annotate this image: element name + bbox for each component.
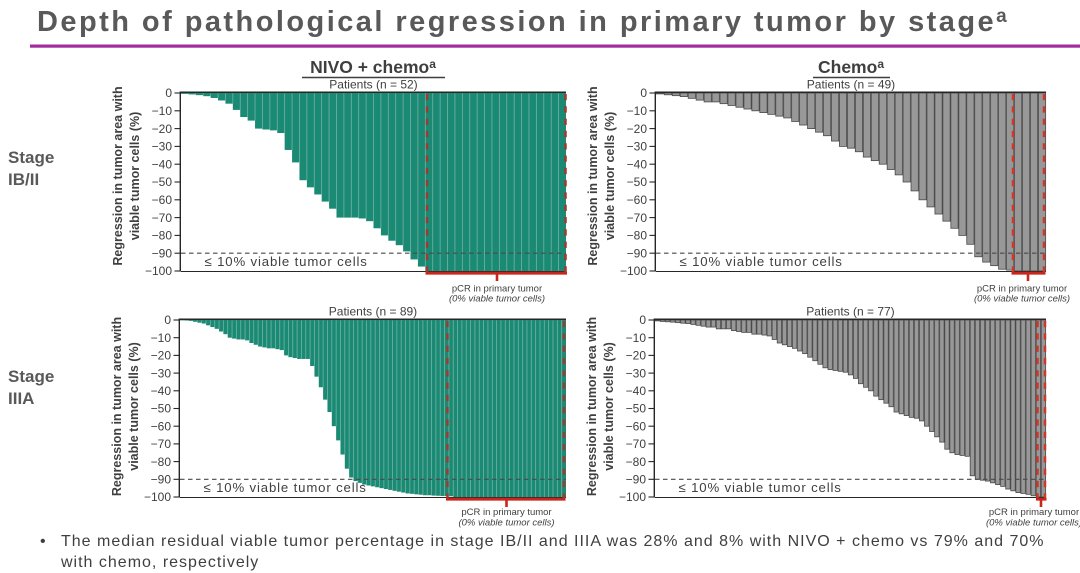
svg-text:Patients (n = 77): Patients (n = 77) <box>806 305 894 319</box>
svg-text:≤ 10% viable tumor cells: ≤ 10% viable tumor cells <box>205 254 368 269</box>
svg-text:−70: −70 <box>626 437 647 451</box>
svg-text:−70: −70 <box>627 211 648 225</box>
svg-text:−50: −50 <box>627 175 648 189</box>
svg-text:Regression in tumor area with: Regression in tumor area with <box>111 86 125 265</box>
svg-text:−90: −90 <box>627 246 648 260</box>
svg-text:0: 0 <box>640 86 647 100</box>
svg-text:Regression in tumor area with: Regression in tumor area with <box>585 317 599 496</box>
svg-text:Chemoa: Chemoa <box>818 57 884 77</box>
svg-text:−60: −60 <box>626 419 647 433</box>
svg-text:−20: −20 <box>152 122 173 136</box>
svg-text:−40: −40 <box>627 157 648 171</box>
svg-text:with chemo, respectively: with chemo, respectively <box>60 554 259 571</box>
svg-text:Patients (n = 49): Patients (n = 49) <box>807 78 895 92</box>
svg-text:viable tumor cells (%): viable tumor cells (%) <box>127 342 141 471</box>
svg-text:(0% viable tumor cells): (0% viable tumor cells) <box>974 294 1070 305</box>
svg-text:−20: −20 <box>151 349 172 363</box>
svg-text:−80: −80 <box>151 455 172 469</box>
svg-text:(0% viable tumor cells): (0% viable tumor cells) <box>458 518 554 529</box>
svg-text:viable tumor cells (%): viable tumor cells (%) <box>603 112 617 241</box>
svg-text:Patients (n = 89): Patients (n = 89) <box>329 305 417 319</box>
svg-text:−70: −70 <box>151 437 172 451</box>
svg-text:pCR in primary tumor: pCR in primary tumor <box>452 284 542 295</box>
svg-text:pCR in primary tumor: pCR in primary tumor <box>977 284 1067 295</box>
svg-text:0: 0 <box>164 313 171 327</box>
svg-text:−100: −100 <box>145 264 172 278</box>
svg-text:−10: −10 <box>152 104 173 118</box>
svg-text:The median residual viable tum: The median residual viable tumor percent… <box>61 533 1044 550</box>
svg-text:−10: −10 <box>151 331 172 345</box>
svg-text:NIVO + chemoa: NIVO + chemoa <box>310 57 436 77</box>
svg-text:−30: −30 <box>151 366 172 380</box>
svg-text:−40: −40 <box>151 384 172 398</box>
svg-text:Depth of pathological regressi: Depth of pathological regression in prim… <box>37 6 1009 38</box>
svg-text:−90: −90 <box>152 246 173 260</box>
svg-text:≤ 10% viable tumor cells: ≤ 10% viable tumor cells <box>679 480 842 495</box>
svg-text:−40: −40 <box>152 157 173 171</box>
svg-text:−50: −50 <box>626 402 647 416</box>
svg-text:−30: −30 <box>627 140 648 154</box>
svg-text:IIIA: IIIA <box>8 389 34 408</box>
svg-text:viable tumor cells (%): viable tumor cells (%) <box>602 342 616 471</box>
svg-text:−70: −70 <box>152 211 173 225</box>
svg-text:Regression in tumor area with: Regression in tumor area with <box>586 86 600 265</box>
svg-text:−100: −100 <box>619 490 646 504</box>
svg-text:−20: −20 <box>626 349 647 363</box>
svg-text:Regression in tumor area with: Regression in tumor area with <box>110 317 124 496</box>
svg-text:−60: −60 <box>152 193 173 207</box>
svg-text:−80: −80 <box>626 455 647 469</box>
svg-text:−20: −20 <box>627 122 648 136</box>
svg-text:−60: −60 <box>627 193 648 207</box>
svg-text:−30: −30 <box>626 366 647 380</box>
svg-text:−80: −80 <box>627 229 648 243</box>
svg-text:IB/II: IB/II <box>8 170 39 189</box>
svg-text:Patients (n = 52): Patients (n = 52) <box>329 78 417 92</box>
svg-text:−80: −80 <box>152 229 173 243</box>
svg-text:pCR in primary tumor: pCR in primary tumor <box>989 507 1079 518</box>
svg-text:−30: −30 <box>152 140 173 154</box>
svg-text:−100: −100 <box>620 264 647 278</box>
svg-text:−50: −50 <box>151 402 172 416</box>
svg-text:pCR in primary tumor: pCR in primary tumor <box>461 507 551 518</box>
svg-text:−40: −40 <box>626 384 647 398</box>
svg-text:−60: −60 <box>151 419 172 433</box>
svg-text:(0% viable tumor cells): (0% viable tumor cells) <box>986 518 1080 529</box>
svg-text:≤ 10% viable tumor cells: ≤ 10% viable tumor cells <box>204 480 367 495</box>
svg-text:−10: −10 <box>626 331 647 345</box>
svg-text:−100: −100 <box>144 490 171 504</box>
svg-text:•: • <box>40 533 46 550</box>
svg-text:Stage: Stage <box>8 148 54 167</box>
svg-text:−90: −90 <box>626 473 647 487</box>
svg-text:−50: −50 <box>152 175 173 189</box>
svg-text:0: 0 <box>639 313 646 327</box>
svg-text:viable tumor cells (%): viable tumor cells (%) <box>128 112 142 241</box>
svg-text:−10: −10 <box>627 104 648 118</box>
svg-text:≤ 10% viable tumor cells: ≤ 10% viable tumor cells <box>680 254 843 269</box>
svg-text:Stage: Stage <box>8 367 54 386</box>
svg-text:(0% viable tumor cells): (0% viable tumor cells) <box>449 294 545 305</box>
svg-text:−90: −90 <box>151 473 172 487</box>
svg-text:0: 0 <box>165 86 172 100</box>
